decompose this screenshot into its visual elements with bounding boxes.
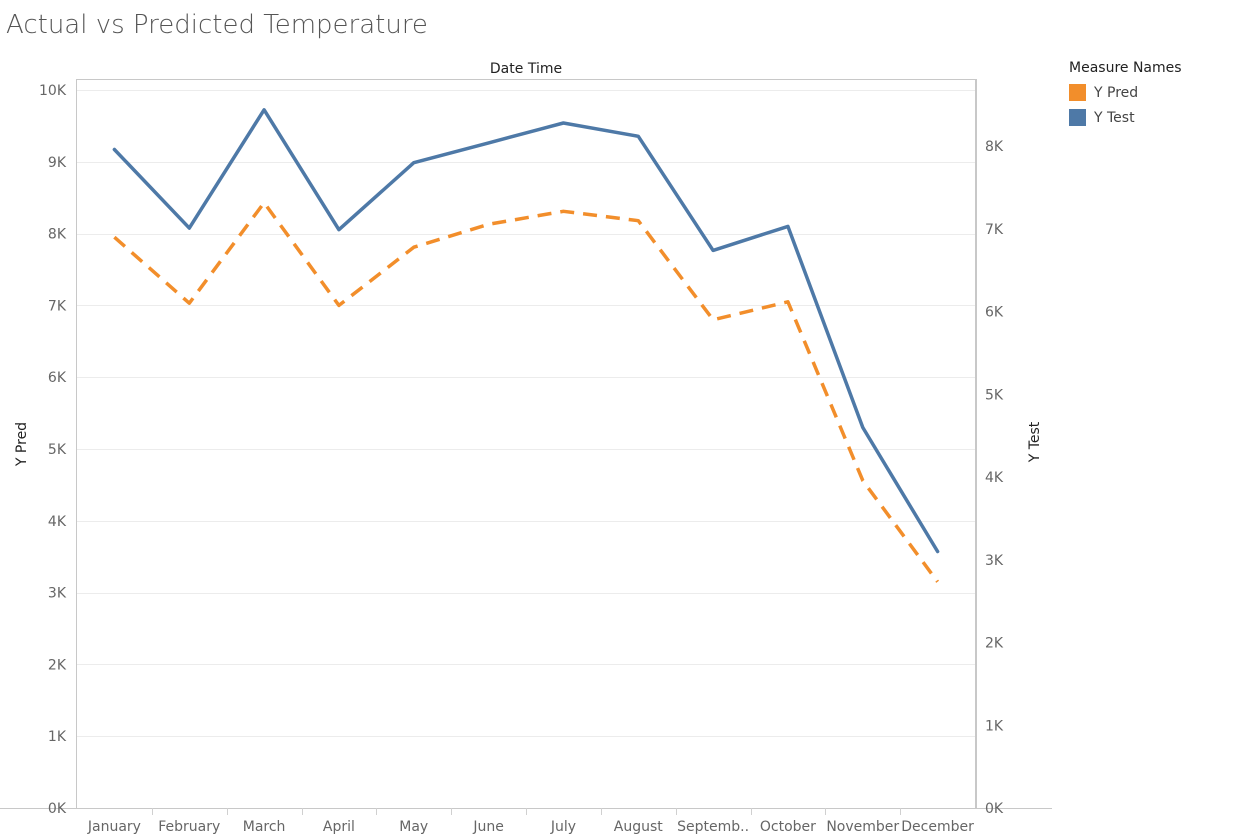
left-tick-label: 8K [48, 227, 67, 243]
legend: Measure Names Y Pred Y Test [1069, 60, 1182, 130]
x-tick-label: February [158, 819, 220, 835]
series-line-y-pred [113, 200, 940, 583]
x-tick-label: July [550, 819, 576, 835]
legend-swatch [1069, 84, 1086, 101]
x-tick-label: May [399, 819, 428, 835]
right-tick-label: 0K [985, 801, 1004, 817]
x-tick-label: August [614, 819, 664, 835]
left-tick-label: 10K [39, 83, 67, 99]
x-tick-label: Septemb.. [677, 819, 749, 835]
left-tick-label: 7K [48, 298, 67, 314]
left-tick-label: 2K [48, 657, 67, 673]
left-tick-label: 1K [48, 729, 67, 745]
x-tick-marks [152, 808, 901, 815]
plot-frame [76, 79, 976, 809]
right-tick-label: 1K [985, 718, 1004, 734]
left-tick-label: 6K [48, 370, 67, 386]
x-tick-label: April [323, 819, 355, 835]
right-axis-ticks: 0K 1K 2K 3K 4K 5K 6K 7K 8K [985, 139, 1004, 817]
legend-title: Measure Names [1069, 60, 1182, 76]
right-tick-label: 6K [985, 305, 1004, 321]
right-tick-label: 2K [985, 636, 1004, 652]
left-tick-label: 3K [48, 586, 67, 602]
x-tick-label: October [760, 819, 816, 835]
x-tick-label: November [826, 819, 899, 835]
x-tick-label: December [901, 819, 974, 835]
left-tick-label: 9K [48, 155, 67, 171]
x-axis-ticks: January February March April May June July Augu… [87, 819, 974, 835]
legend-item[interactable]: Y Pred [1069, 80, 1182, 105]
left-tick-label: 0K [48, 801, 67, 817]
right-axis-title: Y Test [1027, 421, 1043, 463]
right-tick-label: 3K [985, 553, 1004, 569]
legend-items: Y Pred Y Test [1069, 80, 1182, 130]
left-axis-ticks: 0K 1K 2K 3K 4K 5K 6K 7K 8K 9K 10K [39, 83, 67, 817]
series-line-y-test [112, 108, 940, 554]
x-tick-label: January [87, 819, 141, 835]
x-axis-title: Date Time [490, 61, 562, 77]
grid-lines [77, 90, 975, 737]
x-tick-label: March [243, 819, 286, 835]
left-axis-title: Y Pred [14, 422, 30, 467]
legend-label: Y Pred [1094, 84, 1139, 101]
legend-label: Y Test [1094, 109, 1135, 126]
chart-title: Actual vs Predicted Temperature [6, 10, 428, 40]
series-layer [112, 108, 940, 583]
left-tick-label: 5K [48, 442, 67, 458]
right-tick-label: 4K [985, 470, 1004, 486]
left-tick-label: 4K [48, 514, 67, 530]
right-tick-label: 5K [985, 387, 1004, 403]
legend-item[interactable]: Y Test [1069, 105, 1182, 130]
right-tick-label: 7K [985, 222, 1004, 238]
x-tick-label: June [472, 819, 504, 835]
legend-swatch [1069, 109, 1086, 126]
right-tick-label: 8K [985, 139, 1004, 155]
